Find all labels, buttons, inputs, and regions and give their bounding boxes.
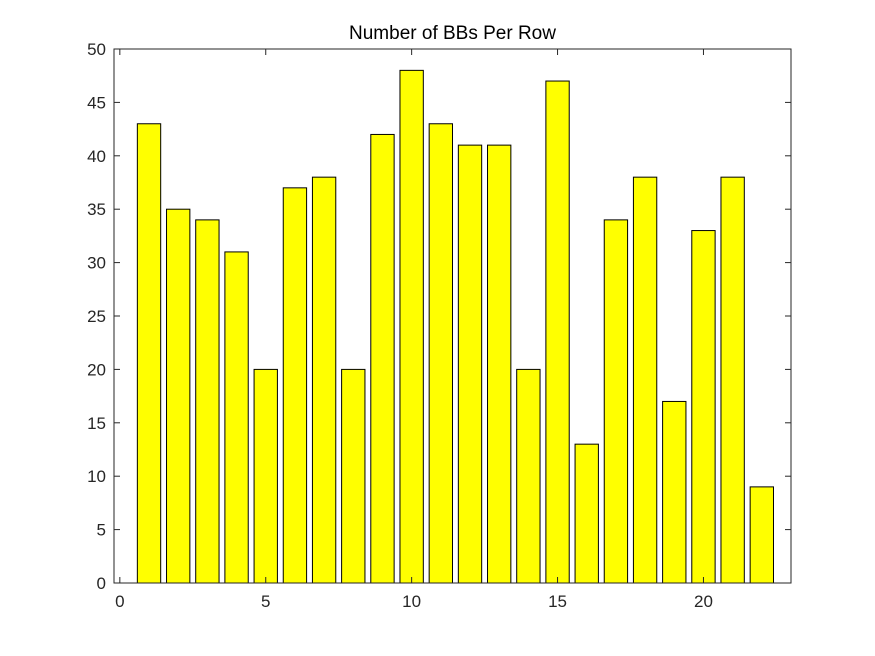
- y-axis-ticks: 0 5 10 15 20 25 30 35 40 45 50: [87, 40, 791, 593]
- bar-12: [457, 144, 483, 584]
- bar-3: [195, 219, 220, 584]
- bar-19: [662, 400, 687, 584]
- bar-11: [428, 123, 454, 584]
- y-tick-label: 30: [87, 254, 106, 273]
- bar-22: [749, 486, 774, 584]
- y-tick-label: 50: [87, 40, 106, 59]
- x-tick-label: 5: [261, 592, 270, 611]
- y-tick-label: 10: [87, 467, 106, 486]
- y-tick-label: 0: [97, 574, 106, 593]
- bar-9: [370, 133, 395, 584]
- chart-title: Number of BBs Per Row: [349, 23, 556, 44]
- y-tick-label: 40: [87, 147, 106, 166]
- bar-13: [487, 144, 512, 584]
- x-axis-ticks: 0 5 10 15 20: [115, 49, 713, 611]
- bar-21: [720, 176, 745, 584]
- bar-7: [311, 176, 337, 584]
- bar-20: [691, 230, 716, 584]
- x-tick-label: 10: [402, 592, 421, 611]
- bar-17: [603, 219, 629, 584]
- bar-5: [253, 368, 278, 584]
- bar-4: [224, 251, 249, 584]
- bar-16: [574, 443, 599, 584]
- axes-box: [113, 48, 792, 584]
- y-tick-label: 5: [97, 521, 106, 540]
- bar-15: [545, 80, 570, 584]
- bars-group: [136, 69, 774, 584]
- bar-8: [341, 368, 366, 584]
- x-tick-label: 15: [548, 592, 567, 611]
- bar-6: [282, 187, 308, 584]
- y-tick-label: 35: [87, 200, 106, 219]
- bar-2: [166, 208, 191, 584]
- y-tick-label: 25: [87, 307, 106, 326]
- bar-1: [136, 123, 162, 584]
- y-tick-label: 15: [87, 414, 106, 433]
- x-tick-label: 0: [115, 592, 124, 611]
- bar-14: [516, 368, 541, 584]
- y-tick-label: 45: [87, 93, 106, 112]
- bar-10: [399, 69, 424, 584]
- x-tick-label: 20: [694, 592, 713, 611]
- y-tick-label: 20: [87, 360, 106, 379]
- bar-18: [632, 176, 658, 584]
